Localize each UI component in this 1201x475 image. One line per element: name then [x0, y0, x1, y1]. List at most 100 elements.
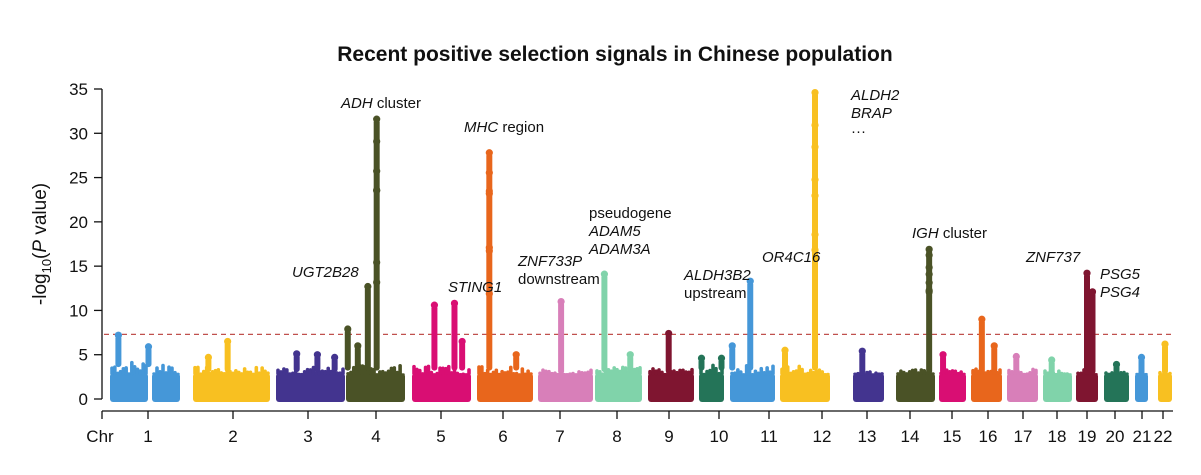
snp-column: [808, 368, 813, 376]
snp-column: [1025, 372, 1029, 376]
peak-top-snp: [717, 354, 726, 362]
y-axis-label: -log10(P value): [30, 183, 54, 305]
x-tick-label: 8: [612, 427, 621, 446]
snp-column: [285, 368, 289, 376]
background-snps: [538, 373, 593, 402]
peak-top-snp: [1083, 269, 1091, 277]
background-snps: [1007, 373, 1038, 402]
peak-column: [513, 354, 520, 371]
peak-top-snp: [697, 354, 706, 362]
background-snps: [971, 373, 1002, 402]
snp-column: [158, 369, 162, 376]
snp-column: [753, 369, 758, 376]
snp-column: [511, 371, 516, 376]
x-tick-label: 19: [1078, 427, 1097, 446]
snp-column: [173, 370, 177, 376]
snp-point: [485, 169, 493, 177]
peak-column: [601, 274, 608, 373]
snp-column: [506, 370, 510, 376]
peak-column: [344, 329, 351, 371]
chromosome-17-points: [1007, 352, 1038, 402]
peak-column: [991, 345, 998, 374]
snp-column: [577, 370, 581, 376]
snp-column: [176, 372, 180, 376]
peak-top-snp: [939, 351, 947, 359]
snp-column: [635, 367, 639, 376]
snp-column: [305, 367, 310, 376]
background-snps: [780, 373, 830, 402]
chromosome-21-points: [1135, 353, 1148, 402]
snp-point: [373, 278, 381, 286]
peak-top-snp: [430, 301, 439, 309]
snp-column: [392, 366, 397, 376]
snp-column: [360, 364, 365, 376]
snp-column: [296, 372, 301, 376]
peak-top-snp: [1112, 360, 1121, 369]
snp-column: [684, 370, 688, 376]
snp-column: [135, 367, 140, 376]
peak-top-snp: [781, 346, 789, 354]
snp-column: [164, 371, 168, 376]
x-tick-label: 20: [1106, 427, 1125, 446]
annotation-mhc: MHC region: [464, 119, 544, 136]
annotation-aldh3b2: ALDH3B2 upstream: [683, 267, 751, 302]
snp-point: [925, 270, 933, 278]
snp-column: [632, 367, 637, 376]
snp-column: [711, 363, 715, 376]
snp-column: [375, 373, 379, 376]
snp-point: [811, 192, 819, 200]
snp-column: [618, 369, 622, 376]
background-snps: [595, 373, 642, 402]
x-tick-label: 21: [1133, 427, 1152, 446]
snp-column: [239, 372, 244, 376]
peak-column: [331, 357, 338, 373]
snp-column: [791, 369, 796, 376]
snp-column: [245, 370, 250, 376]
snp-column: [1110, 371, 1114, 376]
snp-column: [380, 369, 385, 376]
snp-column: [538, 371, 542, 376]
snp-column: [115, 371, 120, 376]
snp-column: [814, 369, 819, 376]
chromosome-8-points: [595, 270, 642, 402]
snp-column: [520, 367, 525, 376]
snp-column: [219, 371, 224, 376]
y-axis: 0 5 10 15 20 25 30 35: [69, 80, 103, 409]
snp-column: [121, 367, 126, 376]
snp-column: [248, 370, 253, 376]
snp-column: [771, 364, 775, 376]
snp-column: [919, 368, 924, 376]
snp-column: [648, 369, 652, 376]
snp-point: [811, 121, 819, 129]
x-tick-label: 15: [943, 427, 962, 446]
snp-column: [738, 370, 743, 376]
chromosome-5-points: [412, 299, 471, 402]
background-snps: [412, 373, 471, 402]
annotation-pseudogene: pseudogene ADAM5 ADAM3A: [588, 205, 672, 258]
chromosome-10-points: [697, 354, 726, 402]
snp-column: [1079, 371, 1083, 376]
snp-point: [811, 143, 819, 151]
background-snps: [193, 373, 270, 402]
snp-column: [161, 363, 165, 376]
snp-column: [971, 368, 975, 376]
peak-top-snp: [665, 329, 673, 338]
snp-column: [351, 365, 356, 376]
snp-column: [266, 371, 270, 376]
background-snps: [896, 373, 935, 402]
snp-column: [1076, 371, 1080, 376]
peak-column: [115, 335, 122, 368]
chromosome-2-points: [193, 337, 270, 402]
snp-column: [480, 365, 484, 376]
chromosome-22-points: [1158, 340, 1172, 402]
background-snps: [730, 373, 775, 402]
peak-top-snp: [600, 270, 609, 278]
snp-point: [925, 288, 933, 296]
snp-column: [953, 369, 958, 376]
snp-column: [503, 371, 507, 376]
snp-column: [811, 370, 816, 376]
snp-column: [464, 373, 468, 376]
snp-column: [222, 371, 226, 376]
background-snps: [1043, 373, 1072, 402]
